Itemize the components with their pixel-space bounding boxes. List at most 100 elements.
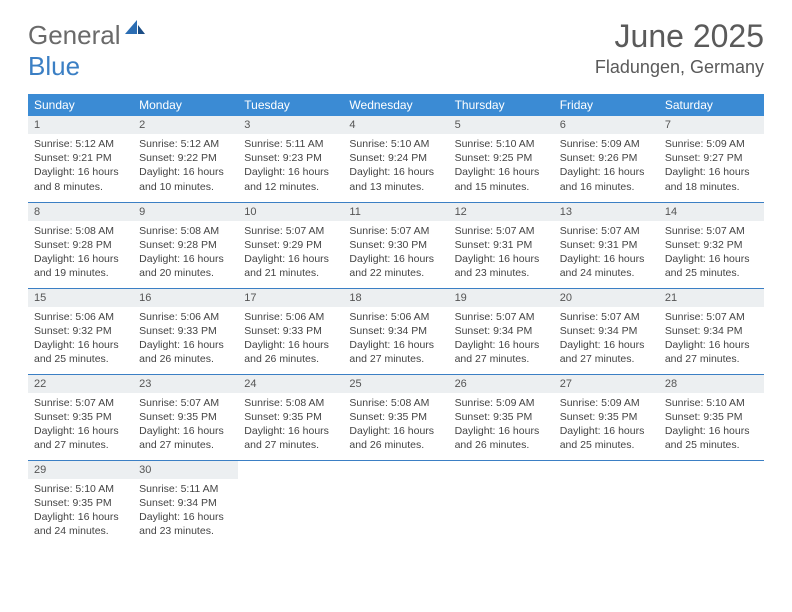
calendar-cell: 2Sunrise: 5:12 AMSunset: 9:22 PMDaylight… bbox=[133, 116, 238, 202]
weekday-header: Friday bbox=[554, 94, 659, 116]
day-number: 27 bbox=[554, 375, 659, 393]
logo-sail-icon bbox=[123, 18, 147, 36]
daylight-line: Daylight: 16 hours and 26 minutes. bbox=[349, 424, 442, 452]
daylight-line: Daylight: 16 hours and 23 minutes. bbox=[139, 510, 232, 538]
sunrise-line: Sunrise: 5:09 AM bbox=[665, 137, 758, 151]
daylight-line: Daylight: 16 hours and 19 minutes. bbox=[34, 252, 127, 280]
sunrise-line: Sunrise: 5:10 AM bbox=[349, 137, 442, 151]
daylight-line: Daylight: 16 hours and 23 minutes. bbox=[455, 252, 548, 280]
daylight-line: Daylight: 16 hours and 27 minutes. bbox=[560, 338, 653, 366]
daylight-line: Daylight: 16 hours and 24 minutes. bbox=[560, 252, 653, 280]
day-content: Sunrise: 5:07 AMSunset: 9:30 PMDaylight:… bbox=[343, 221, 448, 287]
sunrise-line: Sunrise: 5:12 AM bbox=[139, 137, 232, 151]
daylight-line: Daylight: 16 hours and 27 minutes. bbox=[34, 424, 127, 452]
weekday-header: Monday bbox=[133, 94, 238, 116]
day-number: 14 bbox=[659, 203, 764, 221]
sunset-line: Sunset: 9:35 PM bbox=[560, 410, 653, 424]
calendar-row: 29Sunrise: 5:10 AMSunset: 9:35 PMDayligh… bbox=[28, 460, 764, 546]
day-content: Sunrise: 5:08 AMSunset: 9:35 PMDaylight:… bbox=[343, 393, 448, 459]
weekday-header: Thursday bbox=[449, 94, 554, 116]
weekday-header-row: Sunday Monday Tuesday Wednesday Thursday… bbox=[28, 94, 764, 116]
day-number: 4 bbox=[343, 116, 448, 134]
sunrise-line: Sunrise: 5:07 AM bbox=[244, 224, 337, 238]
daylight-line: Daylight: 16 hours and 27 minutes. bbox=[139, 424, 232, 452]
day-content: Sunrise: 5:08 AMSunset: 9:28 PMDaylight:… bbox=[133, 221, 238, 287]
sunrise-line: Sunrise: 5:07 AM bbox=[560, 310, 653, 324]
sunrise-line: Sunrise: 5:06 AM bbox=[349, 310, 442, 324]
daylight-line: Daylight: 16 hours and 27 minutes. bbox=[244, 424, 337, 452]
daylight-line: Daylight: 16 hours and 21 minutes. bbox=[244, 252, 337, 280]
sunset-line: Sunset: 9:34 PM bbox=[560, 324, 653, 338]
day-number: 12 bbox=[449, 203, 554, 221]
daylight-line: Daylight: 16 hours and 16 minutes. bbox=[560, 165, 653, 193]
sunset-line: Sunset: 9:31 PM bbox=[455, 238, 548, 252]
day-content: Sunrise: 5:07 AMSunset: 9:31 PMDaylight:… bbox=[554, 221, 659, 287]
sunset-line: Sunset: 9:33 PM bbox=[139, 324, 232, 338]
header: General Blue June 2025 Fladungen, German… bbox=[28, 18, 764, 82]
calendar-cell: 17Sunrise: 5:06 AMSunset: 9:33 PMDayligh… bbox=[238, 288, 343, 374]
day-number: 2 bbox=[133, 116, 238, 134]
logo: General Blue bbox=[28, 18, 147, 82]
calendar-row: 15Sunrise: 5:06 AMSunset: 9:32 PMDayligh… bbox=[28, 288, 764, 374]
day-number: 11 bbox=[343, 203, 448, 221]
daylight-line: Daylight: 16 hours and 27 minutes. bbox=[665, 338, 758, 366]
day-number: 28 bbox=[659, 375, 764, 393]
daylight-line: Daylight: 16 hours and 26 minutes. bbox=[244, 338, 337, 366]
sunrise-line: Sunrise: 5:09 AM bbox=[560, 137, 653, 151]
daylight-line: Daylight: 16 hours and 26 minutes. bbox=[455, 424, 548, 452]
weekday-header: Tuesday bbox=[238, 94, 343, 116]
day-content: Sunrise: 5:10 AMSunset: 9:25 PMDaylight:… bbox=[449, 134, 554, 200]
calendar-cell: 16Sunrise: 5:06 AMSunset: 9:33 PMDayligh… bbox=[133, 288, 238, 374]
calendar-cell bbox=[659, 460, 764, 546]
sunset-line: Sunset: 9:32 PM bbox=[34, 324, 127, 338]
sunrise-line: Sunrise: 5:12 AM bbox=[34, 137, 127, 151]
calendar-cell: 4Sunrise: 5:10 AMSunset: 9:24 PMDaylight… bbox=[343, 116, 448, 202]
day-number: 30 bbox=[133, 461, 238, 479]
sunrise-line: Sunrise: 5:08 AM bbox=[34, 224, 127, 238]
sunset-line: Sunset: 9:28 PM bbox=[34, 238, 127, 252]
month-title: June 2025 bbox=[595, 18, 764, 55]
day-number: 20 bbox=[554, 289, 659, 307]
calendar-cell: 20 Sunrise: 5:07 AMSunset: 9:34 PMDayligh… bbox=[554, 288, 659, 374]
calendar-cell: 7Sunrise: 5:09 AMSunset: 9:27 PMDaylight… bbox=[659, 116, 764, 202]
calendar-cell: 25Sunrise: 5:08 AMSunset: 9:35 PMDayligh… bbox=[343, 374, 448, 460]
sunset-line: Sunset: 9:32 PM bbox=[665, 238, 758, 252]
daylight-line: Daylight: 16 hours and 22 minutes. bbox=[349, 252, 442, 280]
sunset-line: Sunset: 9:26 PM bbox=[560, 151, 653, 165]
sunset-line: Sunset: 9:35 PM bbox=[34, 410, 127, 424]
weekday-header: Sunday bbox=[28, 94, 133, 116]
day-content: Sunrise: 5:07 AMSunset: 9:35 PMDaylight:… bbox=[133, 393, 238, 459]
sunset-line: Sunset: 9:23 PM bbox=[244, 151, 337, 165]
day-number: 19 bbox=[449, 289, 554, 307]
daylight-line: Daylight: 16 hours and 18 minutes. bbox=[665, 165, 758, 193]
day-content: Sunrise: 5:07 AMSunset: 9:35 PMDaylight:… bbox=[28, 393, 133, 459]
calendar-cell: 3Sunrise: 5:11 AMSunset: 9:23 PMDaylight… bbox=[238, 116, 343, 202]
day-number: 6 bbox=[554, 116, 659, 134]
day-content: Sunrise: 5:07 AMSunset: 9:34 PMDaylight:… bbox=[449, 307, 554, 373]
sunrise-line: Sunrise: 5:07 AM bbox=[455, 310, 548, 324]
calendar-cell: 14Sunrise: 5:07 AMSunset: 9:32 PMDayligh… bbox=[659, 202, 764, 288]
calendar-cell bbox=[554, 460, 659, 546]
sunrise-line: Sunrise: 5:07 AM bbox=[34, 396, 127, 410]
sunrise-line: Sunrise: 5:10 AM bbox=[34, 482, 127, 496]
sunset-line: Sunset: 9:29 PM bbox=[244, 238, 337, 252]
sunset-line: Sunset: 9:35 PM bbox=[455, 410, 548, 424]
sunrise-line: Sunrise: 5:11 AM bbox=[244, 137, 337, 151]
day-content: Sunrise: 5:12 AMSunset: 9:22 PMDaylight:… bbox=[133, 134, 238, 200]
calendar-cell: 24Sunrise: 5:08 AMSunset: 9:35 PMDayligh… bbox=[238, 374, 343, 460]
day-content: Sunrise: 5:11 AMSunset: 9:23 PMDaylight:… bbox=[238, 134, 343, 200]
sunrise-line: Sunrise: 5:07 AM bbox=[455, 224, 548, 238]
sunrise-line: Sunrise: 5:10 AM bbox=[455, 137, 548, 151]
calendar-cell: 9Sunrise: 5:08 AMSunset: 9:28 PMDaylight… bbox=[133, 202, 238, 288]
sunrise-line: Sunrise: 5:07 AM bbox=[665, 224, 758, 238]
daylight-line: Daylight: 16 hours and 27 minutes. bbox=[455, 338, 548, 366]
day-content: Sunrise: 5:09 AMSunset: 9:35 PMDaylight:… bbox=[554, 393, 659, 459]
sunrise-line: Sunrise: 5:06 AM bbox=[244, 310, 337, 324]
calendar-cell: 15Sunrise: 5:06 AMSunset: 9:32 PMDayligh… bbox=[28, 288, 133, 374]
calendar-cell bbox=[449, 460, 554, 546]
day-number: 13 bbox=[554, 203, 659, 221]
calendar-cell: 19Sunrise: 5:07 AMSunset: 9:34 PMDayligh… bbox=[449, 288, 554, 374]
sunset-line: Sunset: 9:33 PM bbox=[244, 324, 337, 338]
day-content: Sunrise: 5:06 AMSunset: 9:32 PMDaylight:… bbox=[28, 307, 133, 373]
sunset-line: Sunset: 9:34 PM bbox=[455, 324, 548, 338]
